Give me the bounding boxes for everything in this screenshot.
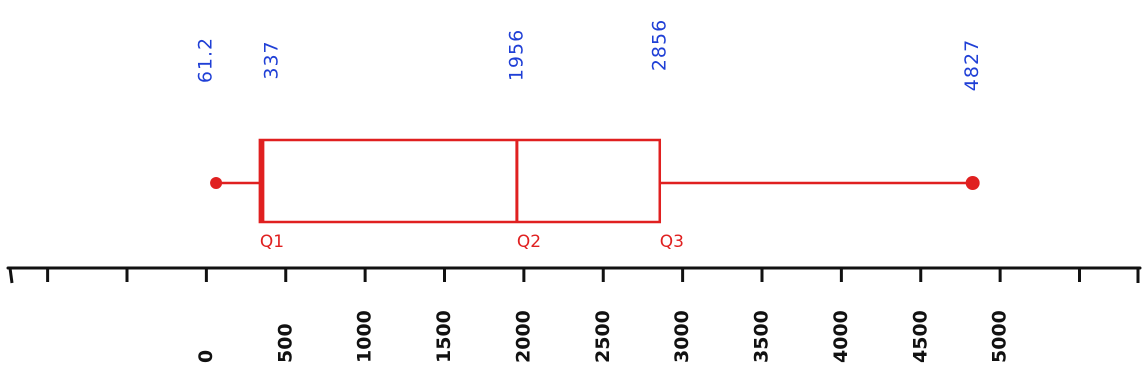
annotations: Q1 Q2 Q3 61.2 337 1956 2856 4827 [195,19,984,252]
axis-end-left [8,267,14,284]
x-axis-ticks: 0 500 1000 1500 2000 2500 3000 3500 4000 4500 5000 [46,268,1081,363]
tick-label: 3000 [671,310,693,363]
value-label: 337 [260,40,282,79]
tick-label: 2500 [592,310,614,363]
tick-label: 500 [274,323,296,363]
min-point [210,177,223,189]
tick-label: 1000 [354,310,376,363]
quartile-label: Q1 [260,232,284,252]
value-label: 61.2 [195,37,217,83]
tick-label: 4500 [909,310,931,363]
tick-label: 2000 [512,310,534,363]
value-label: 2856 [648,19,670,71]
x-axis [6,266,1142,284]
value-label: 1956 [505,29,527,81]
iqr-box [258,138,662,224]
value-label: 4827 [961,39,983,91]
quartile-label: Q2 [517,232,541,252]
tick-label: 3500 [751,310,773,363]
tick-label: 4000 [830,310,852,363]
tick-label: 0 [195,350,217,363]
box-plot [210,138,980,224]
quartile-label: Q3 [660,232,684,252]
tick-label: 1500 [433,310,455,363]
tick-label: 5000 [989,310,1011,363]
max-point [965,176,980,190]
